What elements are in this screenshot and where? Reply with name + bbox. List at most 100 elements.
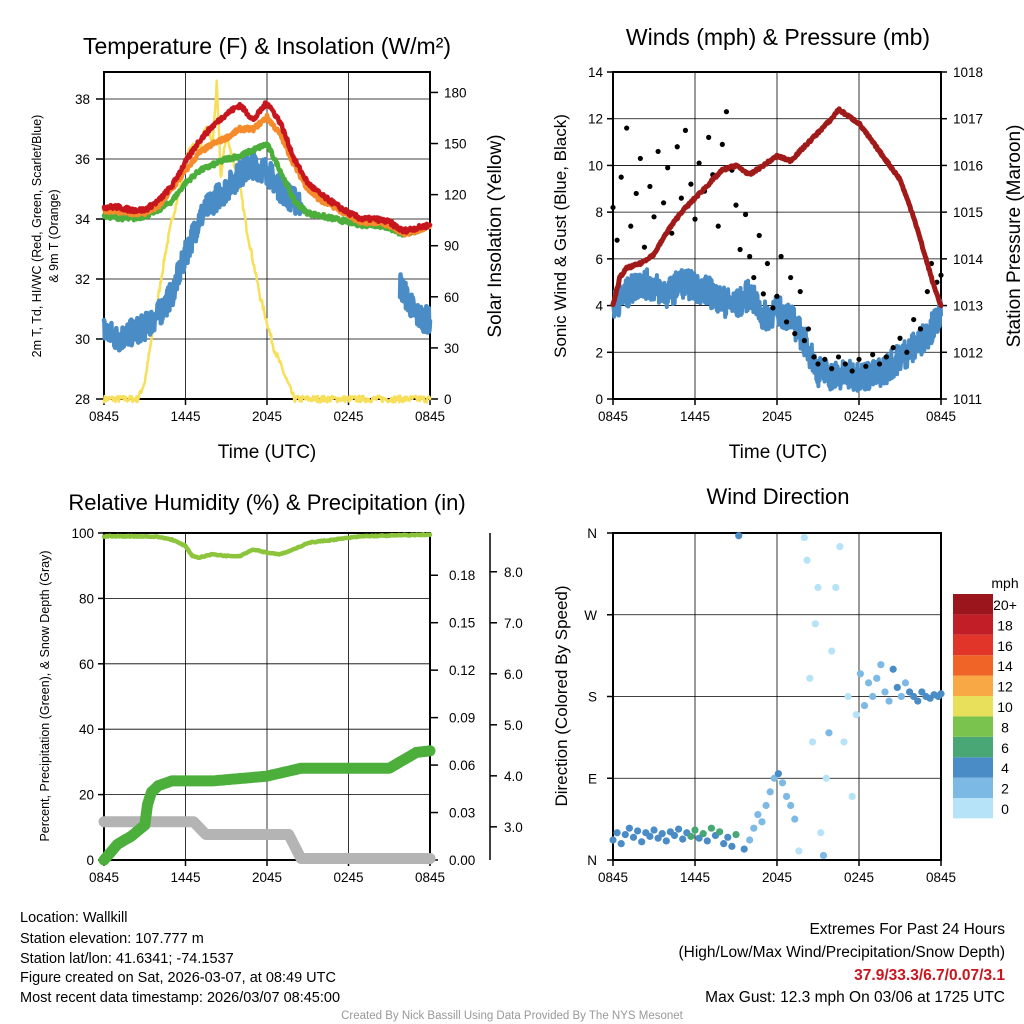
gust-point xyxy=(788,274,794,281)
gust-point xyxy=(783,319,790,325)
precipitation-line xyxy=(98,745,436,866)
direction-point xyxy=(808,738,817,746)
x-tick-label: 0845 xyxy=(926,409,956,424)
direction-point xyxy=(703,837,711,845)
x-tick-label: 2045 xyxy=(252,870,282,885)
direction-point xyxy=(897,692,905,701)
gust-point xyxy=(647,183,653,190)
legend-label: 8 xyxy=(1001,719,1009,735)
x-tick-label: 1445 xyxy=(170,409,200,424)
gust-point xyxy=(674,144,680,150)
gust-point xyxy=(696,160,702,166)
gust-point xyxy=(829,366,835,372)
temp-y-label: 36 xyxy=(75,152,90,167)
rh-y-label: 40 xyxy=(79,722,94,737)
gust-point xyxy=(842,361,848,367)
direction-point xyxy=(762,801,770,810)
gust-point xyxy=(774,293,780,299)
legend-label: 12 xyxy=(997,679,1013,695)
gust-point xyxy=(911,316,917,323)
gust-point xyxy=(778,253,784,260)
direction-y-label: N xyxy=(587,526,597,541)
gust-point xyxy=(637,155,643,162)
wind-direction-title: Wind Direction xyxy=(706,484,849,509)
temperature-xlabel: Time (UTC) xyxy=(218,442,317,463)
direction-point xyxy=(864,679,873,687)
direction-point xyxy=(791,815,799,823)
x-tick-label: 0845 xyxy=(598,870,628,885)
solar-ylabel: Solar Insolation (Yellow) xyxy=(485,134,506,337)
gust-point xyxy=(870,352,876,358)
direction-point xyxy=(848,792,856,801)
gust-point xyxy=(719,141,725,148)
direction-point xyxy=(658,830,666,838)
precip-y-label: 0.15 xyxy=(449,616,475,631)
gust-point xyxy=(792,331,798,337)
pressure-y-label: 1018 xyxy=(953,65,983,80)
relative-humidity-line xyxy=(101,532,433,560)
direction-point xyxy=(844,692,852,701)
snow-y-label: 4.0 xyxy=(504,769,523,784)
gust-point xyxy=(811,354,817,360)
wind-y-label: 4 xyxy=(595,299,603,314)
x-tick-label: 2045 xyxy=(762,870,792,885)
direction-point xyxy=(860,701,869,710)
snow-y-label: 7.0 xyxy=(504,616,523,631)
legend-label: 18 xyxy=(997,617,1013,633)
x-tick-label: 0845 xyxy=(415,409,445,424)
x-tick-label: 0245 xyxy=(844,870,874,885)
legend-label: 14 xyxy=(997,658,1013,674)
extremes-values: 37.9/33.3/6.7/0.07/3.1 xyxy=(854,967,1005,984)
direction-point xyxy=(732,830,740,839)
legend-swatch xyxy=(953,675,993,696)
pressure-y-label: 1013 xyxy=(953,299,983,314)
precip-y-label: 0.06 xyxy=(449,758,475,773)
legend-swatch xyxy=(953,594,993,615)
gust-point xyxy=(760,291,766,297)
direction-point xyxy=(774,770,782,778)
direction-y-label: S xyxy=(588,690,597,705)
direction-point xyxy=(901,679,910,687)
direction-point xyxy=(735,532,743,540)
winds-title: Winds (mph) & Pressure (mb) xyxy=(626,24,930,50)
gust-point xyxy=(737,246,743,253)
x-tick-label: 0845 xyxy=(89,870,119,885)
direction-point xyxy=(716,828,724,836)
direction-point xyxy=(638,838,646,846)
solar-y-label: 90 xyxy=(444,239,459,254)
solar-y-label: 120 xyxy=(444,188,467,203)
temperature-ylabel-2: & 9m T (Orange) xyxy=(47,189,61,282)
direction-point xyxy=(828,647,836,655)
temp-y-label: 34 xyxy=(75,212,91,227)
direction-point xyxy=(634,827,642,835)
x-tick-label: 2045 xyxy=(762,409,792,424)
direction-point xyxy=(724,833,732,841)
gust-point xyxy=(801,338,807,344)
gust-point xyxy=(822,356,828,362)
wind-y-label: 10 xyxy=(588,158,603,173)
rh-y-label: 60 xyxy=(79,657,94,672)
direction-point xyxy=(778,779,787,787)
elevation-text: Station elevation: 107.777 m xyxy=(20,931,204,947)
x-tick-label: 1445 xyxy=(680,409,710,424)
x-tick-label: 0245 xyxy=(333,409,363,424)
pressure-y-label: 1016 xyxy=(953,158,983,173)
direction-point xyxy=(893,683,901,692)
legend-swatch xyxy=(953,736,993,758)
direction-point xyxy=(832,583,840,592)
x-tick-label: 1445 xyxy=(680,870,710,885)
direction-point xyxy=(691,826,699,834)
x-tick-label: 0845 xyxy=(89,409,119,424)
direction-point xyxy=(750,824,758,832)
direction-point xyxy=(852,711,860,719)
gust-point xyxy=(742,211,749,218)
legend-swatch xyxy=(953,634,993,656)
direction-point xyxy=(617,840,625,848)
direction-point xyxy=(889,665,897,673)
legend-swatch xyxy=(953,614,993,635)
gust-point xyxy=(669,230,675,236)
gust-point xyxy=(665,165,671,171)
wind-y-label: 2 xyxy=(595,345,603,360)
gust-point xyxy=(897,335,903,341)
gust-point xyxy=(692,216,698,222)
